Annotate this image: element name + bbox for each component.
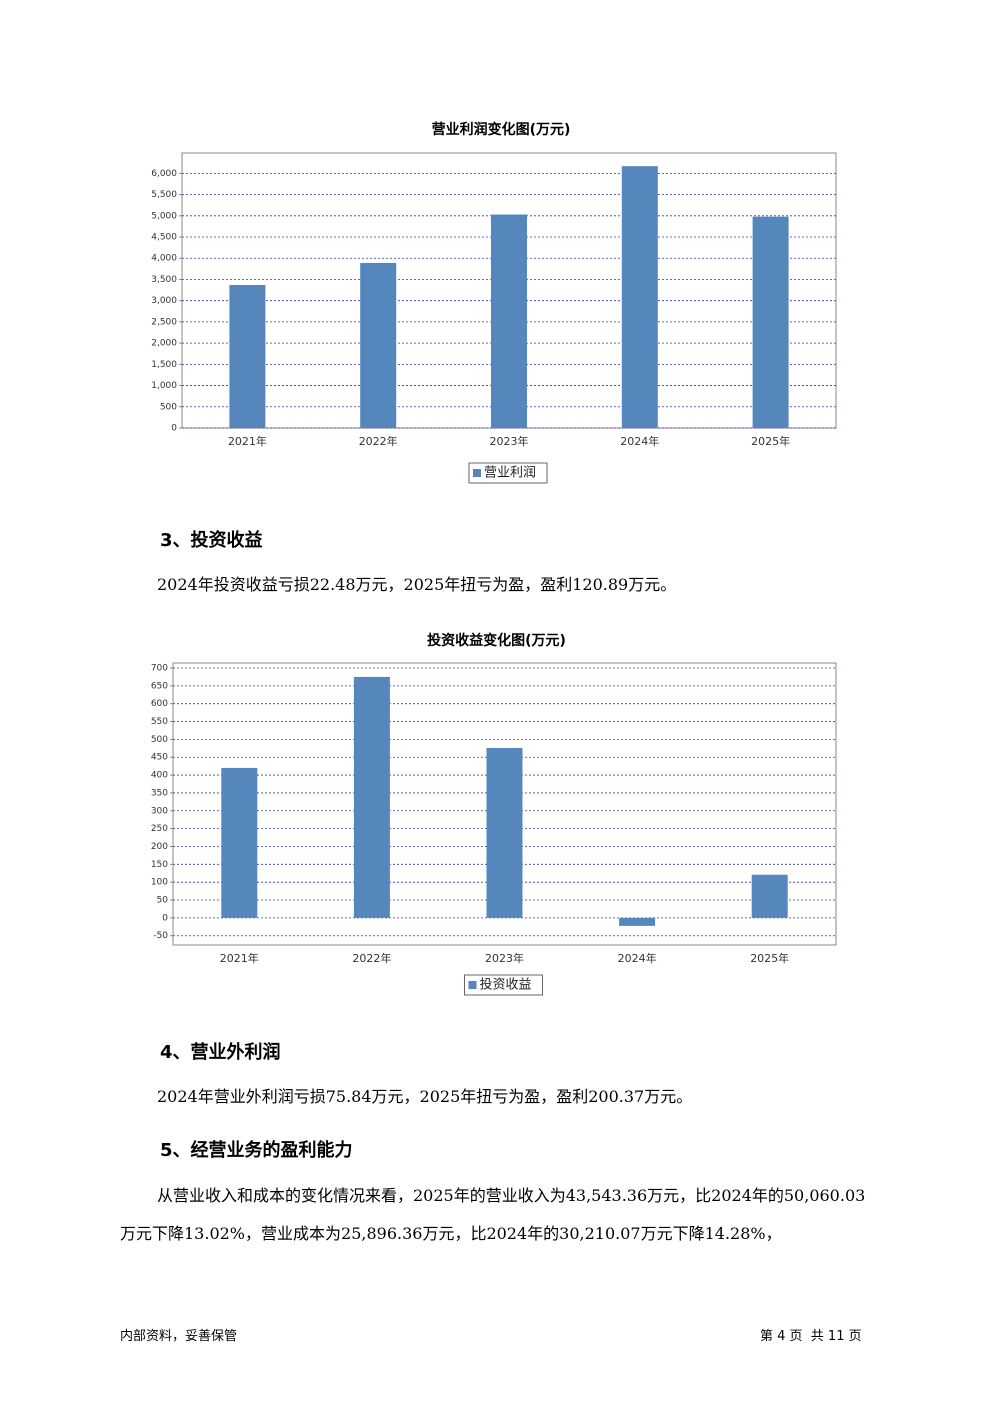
y-tick-label: 350: [151, 788, 168, 798]
y-tick-label: 200: [151, 842, 168, 852]
x-tick-label: 2022年: [352, 951, 391, 965]
y-tick-label: 0: [162, 913, 168, 923]
x-tick-label: 2022年: [359, 434, 398, 448]
legend-swatch: [473, 469, 481, 477]
x-tick-label: 2024年: [618, 951, 657, 965]
section-heading: 4、营业外利润: [160, 1042, 281, 1063]
y-tick-label: 4,000: [151, 254, 177, 264]
legend-label: 营业利润: [484, 466, 536, 481]
y-tick-label: 650: [151, 681, 168, 691]
y-tick-label: 0: [171, 424, 177, 434]
y-tick-label: 250: [151, 824, 168, 834]
y-tick-label: 550: [151, 717, 168, 727]
chart-title: 投资收益变化图(万元): [427, 632, 566, 649]
charts: 营业利润变化图(万元)05001,0001,5002,0002,5003,000…: [151, 121, 837, 996]
y-tick-label: 3,500: [151, 275, 177, 285]
y-tick-label: 4,500: [151, 233, 177, 243]
x-tick-label: 2021年: [220, 951, 259, 965]
x-tick-label: 2025年: [751, 434, 790, 448]
bar: [229, 284, 266, 428]
y-tick-label: 300: [151, 806, 168, 816]
legend-box: [468, 462, 548, 484]
bar: [619, 917, 656, 926]
x-tick-label: 2024年: [620, 434, 659, 448]
x-tick-label: 2021年: [228, 434, 267, 448]
footer-page: 第 4 页 共 11 页: [760, 1329, 862, 1344]
paragraph: 从营业收入和成本的变化情况来看，2025年的营业收入为43,543.36万元，比…: [120, 1186, 866, 1243]
y-tick-label: 150: [151, 860, 168, 870]
y-tick-label: 500: [160, 402, 177, 412]
x-tick-label: 2023年: [490, 434, 529, 448]
bar: [752, 216, 789, 428]
bar: [221, 767, 258, 918]
legend-label: 投资收益: [480, 977, 532, 993]
y-tick-label: 5,000: [151, 211, 177, 221]
footer-left: 内部资料，妥善保管: [120, 1329, 238, 1344]
bar: [491, 214, 527, 428]
bar: [353, 676, 390, 918]
x-tick-label: 2023年: [485, 951, 524, 965]
y-tick-label: 2,000: [151, 339, 177, 349]
y-tick-label: 100: [151, 878, 168, 888]
y-tick-label: 500: [151, 735, 168, 745]
y-tick-label: 1,500: [151, 360, 177, 370]
paragraph: 2024年投资收益亏损22.48万元，2025年扭亏为盈，盈利120.89万元。: [157, 575, 677, 594]
bar: [751, 874, 788, 918]
bar: [621, 166, 658, 428]
y-tick-label: 2,500: [151, 317, 177, 327]
legend-swatch: [468, 981, 477, 989]
x-tick-label: 2025年: [750, 951, 789, 965]
y-tick-label: 5,500: [151, 190, 177, 200]
section-heading: 5、经营业务的盈利能力: [160, 1140, 353, 1161]
y-tick-label: 450: [151, 753, 168, 763]
legend-box: [464, 974, 543, 996]
bar: [486, 747, 523, 918]
section-heading: 3、投资收益: [160, 530, 263, 551]
chart-title: 营业利润变化图(万元): [432, 121, 571, 138]
y-tick-label: 600: [151, 699, 168, 709]
y-tick-label: 400: [151, 771, 168, 781]
y-tick-label: -50: [153, 931, 168, 941]
paragraph: 2024年营业外利润亏损75.84万元，2025年扭亏为盈，盈利200.37万元…: [157, 1087, 693, 1106]
y-tick-label: 1,000: [151, 381, 177, 391]
y-tick-label: 6,000: [151, 169, 177, 179]
y-tick-label: 50: [157, 896, 169, 906]
bar: [360, 262, 397, 428]
y-tick-label: 3,000: [151, 296, 177, 306]
y-tick-label: 700: [151, 663, 168, 673]
